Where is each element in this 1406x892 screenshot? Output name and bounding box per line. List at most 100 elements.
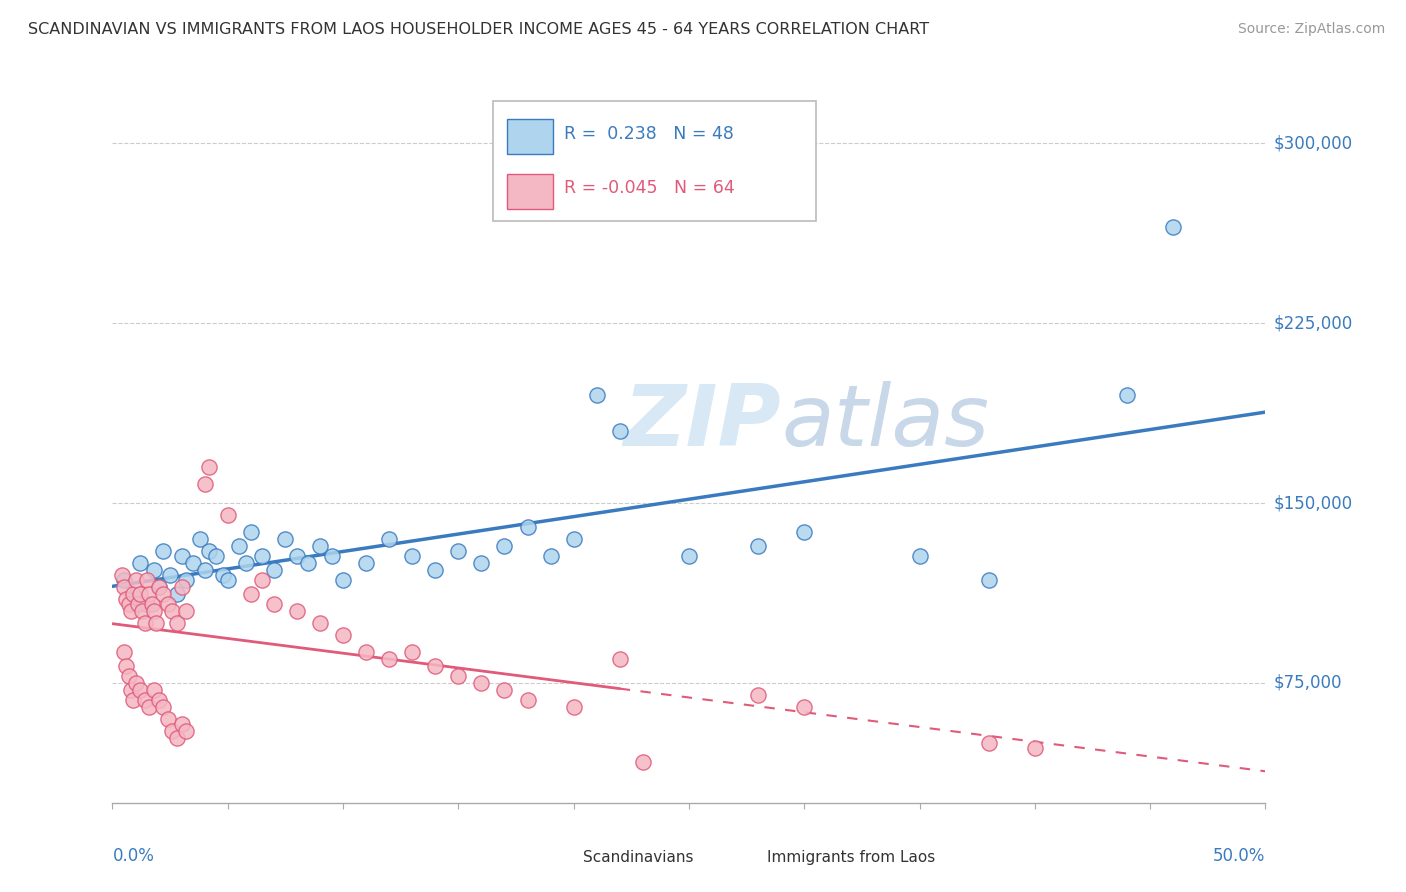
Point bbox=[181, 556, 204, 570]
Point bbox=[332, 573, 354, 587]
FancyBboxPatch shape bbox=[506, 119, 553, 154]
Point bbox=[138, 587, 160, 601]
Text: Scandinavians: Scandinavians bbox=[583, 850, 693, 865]
Point bbox=[152, 587, 174, 601]
Point bbox=[425, 659, 447, 673]
Point bbox=[494, 683, 516, 698]
Point bbox=[166, 615, 188, 630]
Point bbox=[562, 532, 585, 546]
Point bbox=[977, 573, 1000, 587]
FancyBboxPatch shape bbox=[494, 101, 815, 221]
Point bbox=[112, 580, 135, 594]
Point bbox=[112, 573, 135, 587]
Point bbox=[447, 544, 470, 558]
Point bbox=[263, 597, 285, 611]
Text: R = -0.045   N = 64: R = -0.045 N = 64 bbox=[564, 179, 735, 197]
Point bbox=[124, 573, 146, 587]
Point bbox=[198, 460, 221, 475]
Point bbox=[112, 645, 135, 659]
Point bbox=[136, 573, 159, 587]
Point bbox=[1161, 220, 1184, 235]
Point bbox=[217, 573, 239, 587]
Point bbox=[354, 556, 377, 570]
Point bbox=[1116, 388, 1139, 402]
Point bbox=[120, 604, 142, 618]
Point bbox=[401, 549, 423, 563]
Point bbox=[793, 699, 815, 714]
Point bbox=[117, 597, 139, 611]
Point bbox=[793, 524, 815, 539]
Point bbox=[609, 424, 631, 438]
Point bbox=[252, 549, 274, 563]
Point bbox=[263, 563, 285, 577]
Point bbox=[129, 683, 152, 698]
Point bbox=[143, 683, 166, 698]
Point bbox=[129, 556, 152, 570]
Point bbox=[148, 580, 170, 594]
Point bbox=[143, 563, 166, 577]
Point bbox=[131, 604, 153, 618]
Point bbox=[309, 539, 332, 553]
Point bbox=[145, 615, 167, 630]
Point bbox=[111, 568, 134, 582]
Text: 50.0%: 50.0% bbox=[1213, 847, 1265, 864]
Point bbox=[143, 604, 166, 618]
Point bbox=[516, 692, 538, 706]
Point bbox=[609, 652, 631, 666]
Point bbox=[470, 676, 492, 690]
Point bbox=[205, 549, 228, 563]
Text: 0.0%: 0.0% bbox=[112, 847, 155, 864]
Point bbox=[447, 669, 470, 683]
Point bbox=[152, 699, 174, 714]
Point bbox=[297, 556, 319, 570]
Point bbox=[285, 549, 308, 563]
Point bbox=[159, 568, 181, 582]
Point bbox=[122, 692, 145, 706]
Point bbox=[194, 476, 217, 491]
Point bbox=[747, 539, 769, 553]
Point bbox=[188, 532, 211, 546]
Point bbox=[156, 712, 179, 726]
Point bbox=[170, 580, 193, 594]
Point bbox=[117, 669, 139, 683]
Point bbox=[274, 532, 297, 546]
Point bbox=[321, 549, 343, 563]
Point bbox=[212, 568, 235, 582]
Point bbox=[631, 755, 654, 769]
Point bbox=[174, 604, 197, 618]
Point bbox=[332, 628, 354, 642]
Point bbox=[152, 544, 174, 558]
Point bbox=[170, 716, 193, 731]
Point bbox=[156, 597, 179, 611]
Point bbox=[239, 524, 262, 539]
Point bbox=[516, 520, 538, 534]
Point bbox=[239, 587, 262, 601]
Point bbox=[908, 549, 931, 563]
Point bbox=[136, 597, 159, 611]
Text: Immigrants from Laos: Immigrants from Laos bbox=[768, 850, 935, 865]
Point bbox=[134, 692, 156, 706]
Point bbox=[162, 723, 184, 738]
Point bbox=[162, 604, 184, 618]
Point bbox=[228, 539, 250, 553]
Point bbox=[141, 597, 163, 611]
Point bbox=[425, 563, 447, 577]
Point bbox=[217, 508, 239, 522]
Point bbox=[194, 563, 217, 577]
Point bbox=[378, 532, 401, 546]
Point bbox=[977, 736, 1000, 750]
Point bbox=[122, 587, 145, 601]
Point bbox=[354, 645, 377, 659]
Point bbox=[115, 659, 138, 673]
Point bbox=[170, 549, 193, 563]
Point bbox=[115, 591, 138, 606]
Point bbox=[235, 556, 257, 570]
Point bbox=[166, 731, 188, 745]
Point bbox=[148, 692, 170, 706]
Point bbox=[494, 539, 516, 553]
Point bbox=[174, 573, 197, 587]
Point bbox=[747, 688, 769, 702]
Text: SCANDINAVIAN VS IMMIGRANTS FROM LAOS HOUSEHOLDER INCOME AGES 45 - 64 YEARS CORRE: SCANDINAVIAN VS IMMIGRANTS FROM LAOS HOU… bbox=[28, 22, 929, 37]
Point bbox=[148, 580, 170, 594]
Point bbox=[198, 544, 221, 558]
